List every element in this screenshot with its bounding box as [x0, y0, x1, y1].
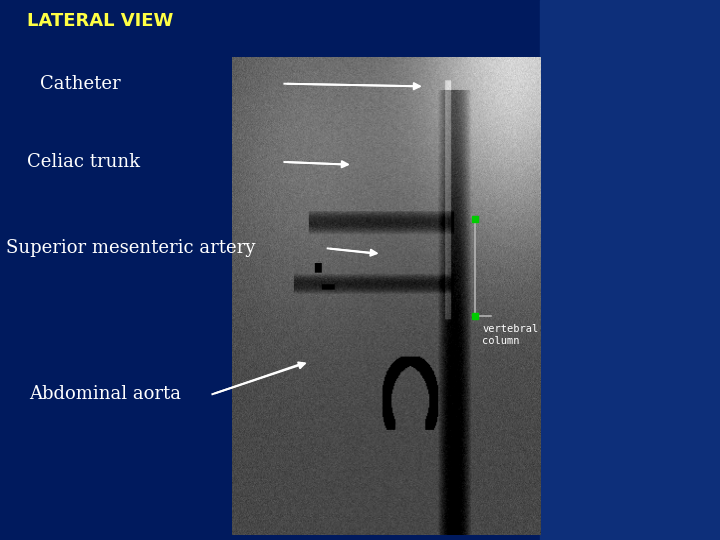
Text: LATERAL VIEW: LATERAL VIEW: [27, 12, 174, 30]
Text: Abdominal aorta: Abdominal aorta: [29, 385, 181, 403]
Text: Celiac trunk: Celiac trunk: [27, 153, 140, 171]
Bar: [540, 0, 720, 540]
Text: Catheter: Catheter: [40, 75, 120, 93]
Text: Superior mesenteric artery: Superior mesenteric artery: [6, 239, 255, 258]
Text: vertebral
column: vertebral column: [482, 324, 539, 346]
